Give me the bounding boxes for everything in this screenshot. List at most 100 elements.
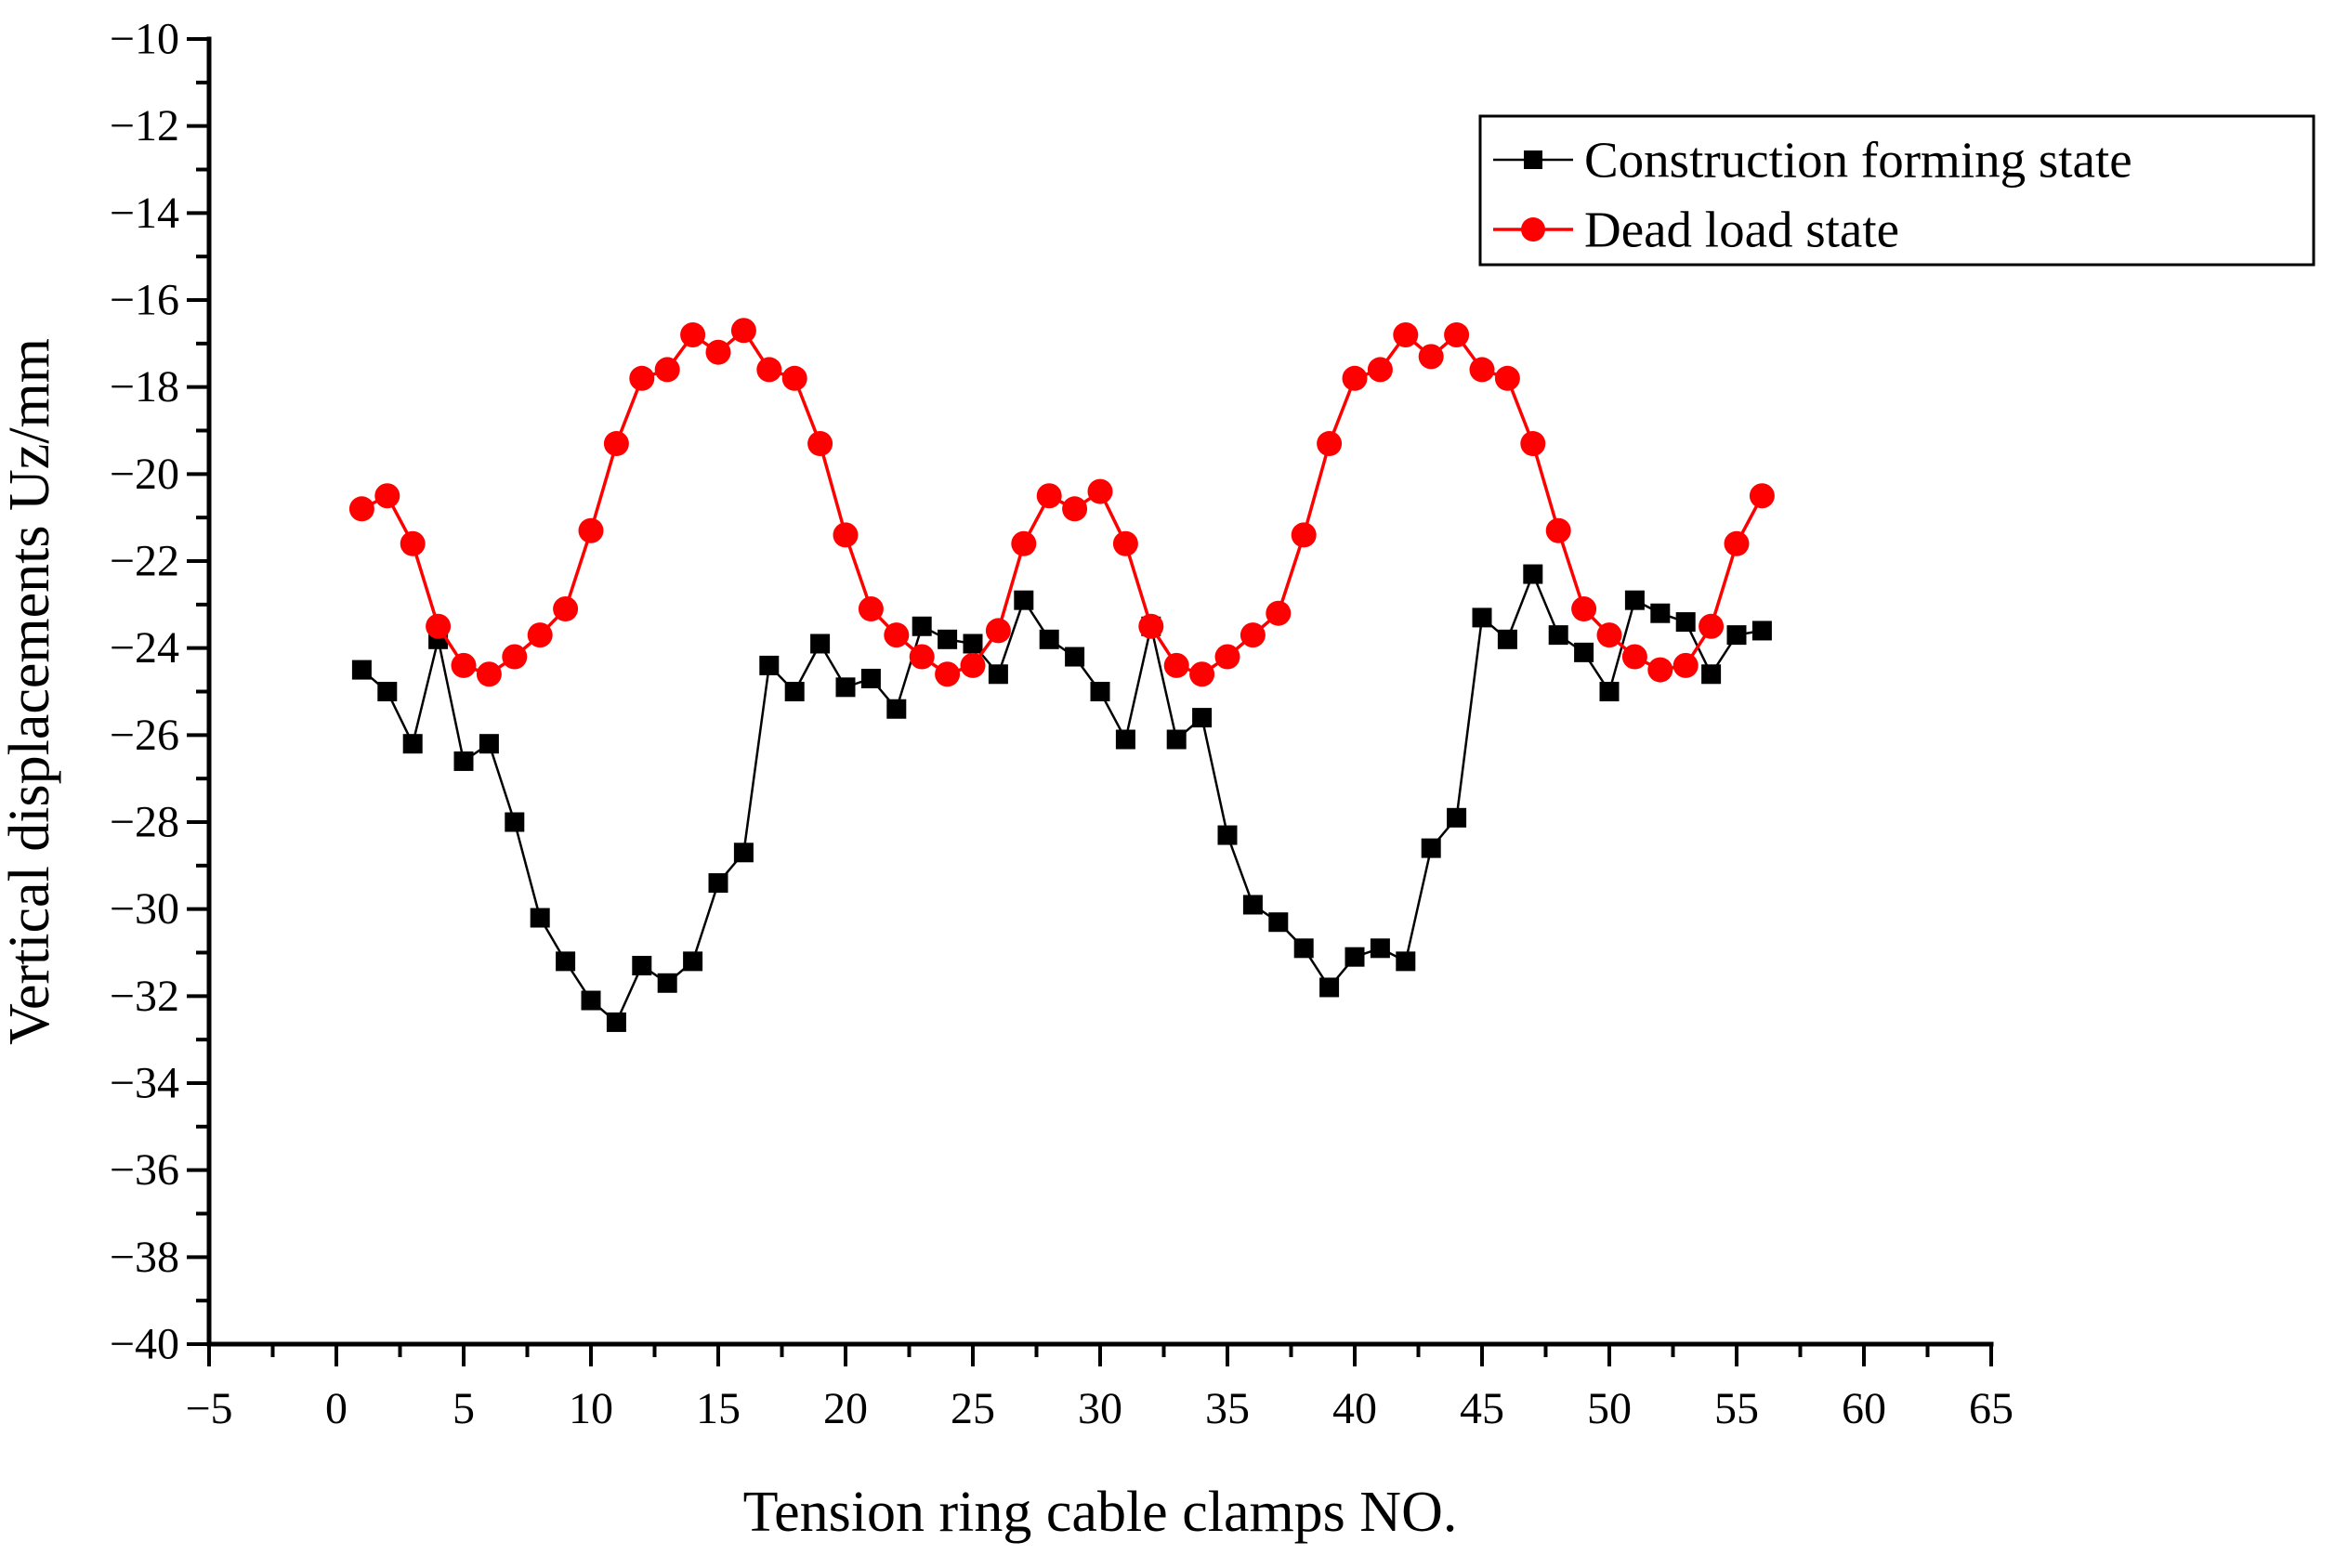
- data-point-marker: [1062, 496, 1088, 522]
- data-point-marker: [781, 365, 807, 391]
- data-point-marker: [1444, 321, 1470, 347]
- data-point-marker: [860, 668, 881, 688]
- x-tick-label: 5: [453, 1384, 475, 1433]
- data-point-marker: [632, 956, 652, 976]
- data-point-marker: [884, 622, 910, 648]
- data-point-marker: [1599, 682, 1620, 701]
- data-point-marker: [1217, 825, 1238, 845]
- data-point-marker: [1087, 478, 1113, 504]
- data-point-marker: [1367, 357, 1393, 383]
- data-point-marker: [1293, 938, 1314, 959]
- data-point-marker: [476, 661, 502, 687]
- data-point-marker: [1138, 613, 1164, 639]
- data-point-marker: [1701, 664, 1722, 685]
- x-tick-label: 45: [1460, 1384, 1504, 1433]
- y-tick-label: −30: [110, 884, 179, 934]
- data-point-marker: [1319, 977, 1340, 998]
- data-point-marker: [581, 990, 601, 1011]
- y-tick-label: −36: [110, 1145, 179, 1195]
- y-tick-label: −20: [110, 450, 179, 499]
- data-point-marker: [1469, 357, 1495, 383]
- y-tick-label: −12: [110, 101, 179, 150]
- y-tick-label: −24: [110, 623, 179, 673]
- data-point-marker: [1699, 613, 1725, 639]
- x-axis-tick-labels: −5 0 5 10 15 20 25 30 35 40 45 50 55 60 65: [185, 1384, 2014, 1433]
- legend-label: Dead load state: [1584, 202, 1899, 258]
- data-point-marker: [912, 616, 932, 636]
- data-point-marker: [733, 843, 754, 863]
- data-point-marker: [1240, 622, 1266, 648]
- data-point-marker: [1266, 600, 1292, 626]
- data-point-marker: [705, 339, 731, 365]
- data-point-marker: [1650, 603, 1671, 623]
- data-point-marker: [1039, 629, 1059, 649]
- data-point-marker: [505, 812, 525, 832]
- data-point-marker: [578, 517, 604, 543]
- data-point-marker: [400, 530, 426, 556]
- data-point-marker: [1751, 621, 1772, 641]
- y-tick-label: −26: [110, 711, 179, 760]
- data-point-marker: [1574, 642, 1594, 662]
- y-tick-label: −32: [110, 972, 179, 1021]
- data-point-marker: [1418, 344, 1444, 370]
- data-point-marker: [1396, 951, 1416, 972]
- data-point-marker: [1726, 625, 1747, 646]
- data-point-marker: [960, 652, 986, 678]
- data-point-marker: [1545, 517, 1571, 543]
- x-tick-label: 50: [1587, 1384, 1632, 1433]
- x-tick-label: 15: [696, 1384, 741, 1433]
- data-point-marker: [351, 660, 372, 680]
- data-point-marker: [1115, 729, 1135, 750]
- data-point-marker: [1497, 629, 1517, 649]
- data-point-marker: [1317, 431, 1343, 457]
- y-tick-label: −14: [110, 189, 179, 238]
- data-point-marker: [833, 522, 859, 548]
- y-tick-label: −40: [110, 1320, 179, 1369]
- data-point-marker: [527, 622, 553, 648]
- data-point-marker: [348, 496, 374, 522]
- data-point-marker: [402, 734, 423, 754]
- y-tick-label: −16: [110, 276, 179, 325]
- data-point-marker: [1523, 564, 1543, 584]
- data-point-marker: [1494, 365, 1520, 391]
- x-axis-ticks: [207, 1344, 1993, 1366]
- data-point-marker: [1472, 608, 1492, 628]
- data-point-marker: [935, 661, 961, 687]
- data-point-marker: [938, 629, 958, 649]
- x-tick-label: 0: [325, 1384, 348, 1433]
- x-tick-label: 55: [1714, 1384, 1759, 1433]
- data-point-marker: [756, 357, 782, 383]
- x-tick-label: 10: [569, 1384, 613, 1433]
- data-point-marker: [985, 618, 1011, 644]
- data-point-marker: [683, 951, 703, 972]
- data-point-marker: [530, 908, 550, 928]
- data-point-marker: [1548, 625, 1568, 646]
- data-point-marker: [657, 973, 677, 993]
- data-point-marker: [1624, 590, 1645, 610]
- data-point-marker: [1036, 483, 1062, 509]
- data-point-marker: [963, 634, 983, 654]
- y-axis-tick-labels: −10 −12 −14 −16 −18 −20 −22 −24 −26 −28 −30 −32 −34 −…: [110, 15, 179, 1369]
- legend-box: [1478, 114, 2315, 267]
- x-tick-label: 65: [1969, 1384, 2014, 1433]
- data-point-marker: [1342, 365, 1368, 391]
- y-tick-label: −38: [110, 1233, 179, 1282]
- legend: Construction forming state Dead load stat…: [1478, 114, 2315, 267]
- data-point-marker: [377, 682, 398, 701]
- series-construction-forming-state: [351, 564, 1772, 1032]
- data-point-marker: [1112, 530, 1138, 556]
- data-point-marker: [603, 431, 629, 457]
- data-point-marker: [1065, 647, 1085, 667]
- x-tick-label: 25: [951, 1384, 995, 1433]
- series-dead-load-state: [348, 318, 1775, 687]
- legend-square-marker-icon: [1524, 150, 1542, 169]
- data-point-marker: [1214, 644, 1240, 670]
- data-point-marker: [807, 431, 833, 457]
- legend-circle-marker-icon: [1521, 217, 1545, 242]
- data-point-marker: [1090, 682, 1110, 701]
- data-point-marker: [1571, 596, 1597, 622]
- data-point-marker: [1673, 652, 1699, 678]
- data-point-marker: [1268, 912, 1289, 933]
